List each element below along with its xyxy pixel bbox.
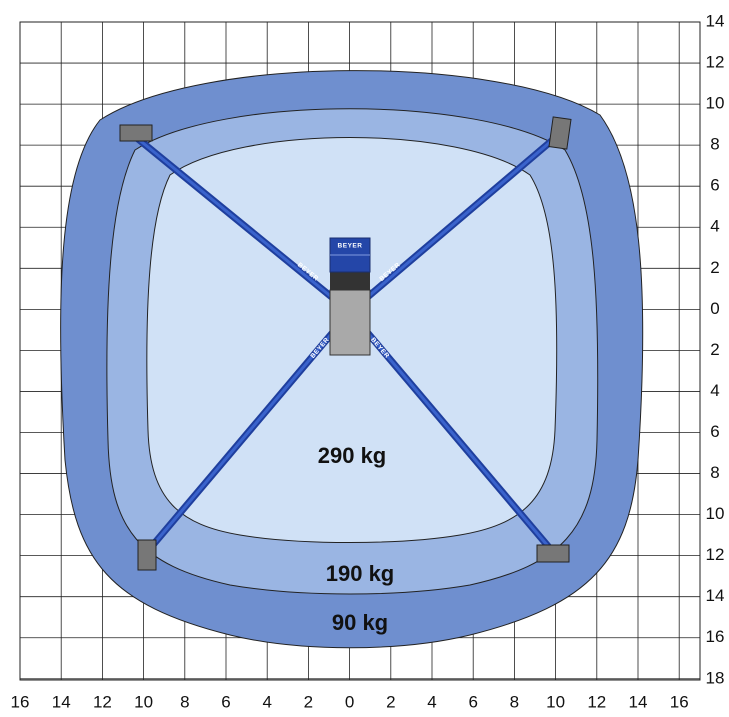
x-axis-label: 0 [345, 692, 354, 711]
x-axis-label: 16 [11, 692, 30, 711]
x-axis-label: 2 [304, 692, 313, 711]
x-axis-label: 4 [427, 692, 436, 711]
x-axis-label: 14 [52, 692, 71, 711]
y-axis-label: 14 [706, 11, 725, 30]
x-axis-label: 8 [180, 692, 189, 711]
pad [548, 116, 572, 150]
pad [536, 544, 570, 563]
x-axis-label: 16 [670, 692, 689, 711]
y-axis-label: 12 [706, 53, 725, 72]
y-axis-label: 16 [706, 627, 725, 646]
zone-label: 190 kg [326, 561, 395, 586]
y-axis-label: 12 [706, 545, 725, 564]
y-axis-label: 4 [710, 381, 719, 400]
x-axis-label: 8 [510, 692, 519, 711]
y-axis-label: 8 [710, 135, 719, 154]
y-axis-label: 10 [706, 94, 725, 113]
y-axis-label: 2 [710, 258, 719, 277]
x-axis-label: 2 [386, 692, 395, 711]
outrigger-highlight [145, 310, 352, 554]
x-axis-label: 6 [221, 692, 230, 711]
outriggers [128, 128, 566, 556]
pad [119, 124, 153, 142]
y-axis-label: 10 [706, 504, 725, 523]
pad [137, 539, 157, 571]
y-axis-label: 6 [710, 176, 719, 195]
outrigger-highlight [348, 130, 564, 314]
y-axis-label: 6 [710, 422, 719, 441]
x-axis-label: 10 [134, 692, 153, 711]
zone-label: 90 kg [332, 610, 388, 635]
y-axis-label: 14 [706, 586, 725, 605]
y-axis-label: 18 [706, 668, 725, 687]
x-axis-label: 12 [587, 692, 606, 711]
x-axis-label: 4 [262, 692, 271, 711]
y-axis-label: 4 [710, 217, 719, 236]
y-axis-label: 8 [710, 463, 719, 482]
x-axis-label: 12 [93, 692, 112, 711]
y-axis-label: 0 [710, 299, 719, 318]
x-axis-label: 6 [468, 692, 477, 711]
outrigger-highlight [130, 132, 352, 314]
y-axis-label: 2 [710, 340, 719, 359]
x-axis-label: 14 [629, 692, 648, 711]
x-axis-label: 10 [546, 692, 565, 711]
outrigger-highlight [348, 310, 555, 554]
vehicle-base [329, 289, 371, 356]
zone-label: 290 kg [318, 443, 387, 468]
vehicle-cab [330, 272, 370, 290]
brand-label: BEYER [338, 243, 363, 250]
